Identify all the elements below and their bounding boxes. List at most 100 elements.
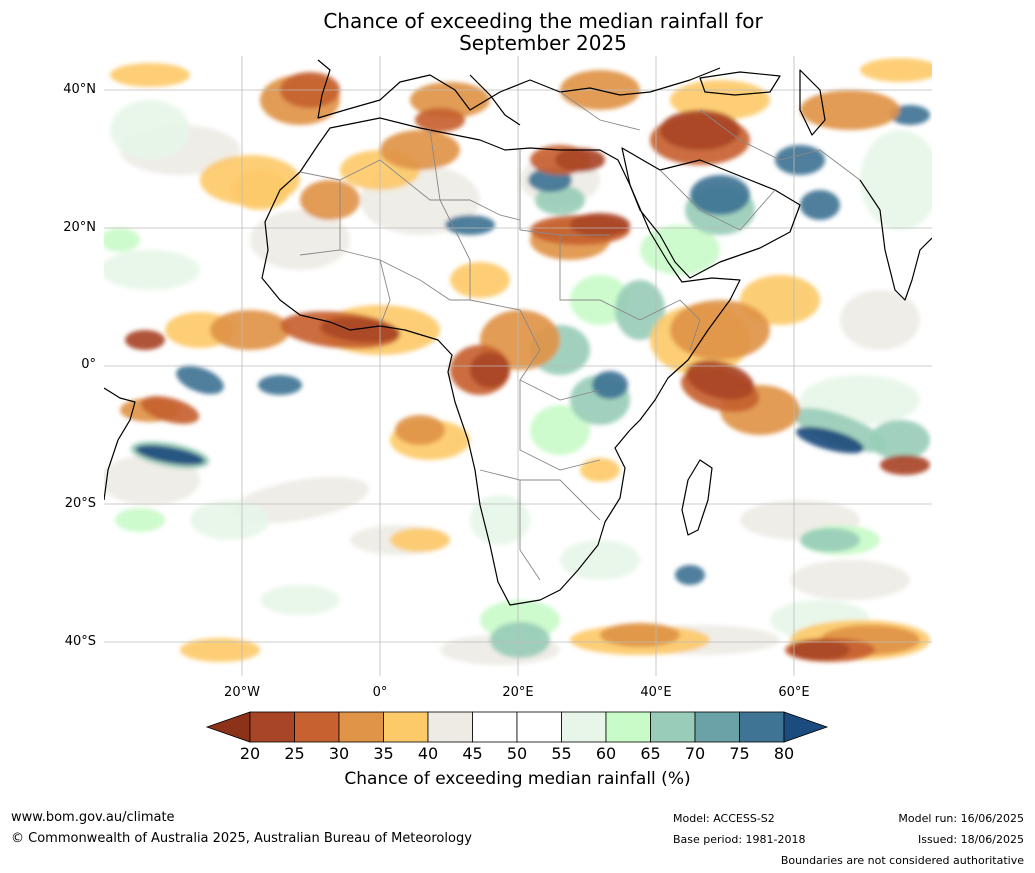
colorbar-swatch (383, 711, 429, 743)
colorbar-tick: 70 (684, 744, 706, 763)
caspian-coastline (799, 69, 826, 136)
footer-disclaimer: Boundaries are not considered authoritat… (780, 854, 1024, 867)
lat-label-40n: 40°N (63, 82, 96, 97)
south-america-coastline (104, 387, 136, 501)
lon-label-20w: 20°W (224, 685, 260, 700)
footer-base-period: Base period: 1981-2018 (673, 833, 806, 846)
rainfall-anomaly-patch (470, 352, 510, 388)
rainfall-anomaly-patch (790, 560, 910, 600)
colorbar-lower-extension (205, 711, 251, 743)
rainfall-anomaly-patch (390, 528, 450, 552)
rainfall-anomaly-patch (180, 638, 260, 662)
rainfall-anomaly-patch (530, 405, 590, 455)
rainfall-anomaly-patch (560, 540, 640, 580)
colorbar-tick: 60 (595, 744, 617, 763)
rainfall-anomaly-patch (110, 63, 190, 87)
title-line-2: September 2025 (459, 31, 627, 55)
rainfall-anomaly-patch (190, 500, 270, 540)
arabia-coastline (621, 147, 801, 279)
rainfall-anomaly-patch (870, 420, 930, 460)
colorbar-swatch (605, 711, 651, 743)
rainfall-anomaly-patch (135, 445, 205, 465)
rainfall-anomaly-patch (470, 495, 530, 545)
rainfall-anomaly-patch (685, 360, 755, 400)
rainfall-anomaly-patch (445, 215, 495, 235)
rainfall-anomaly-patch (250, 210, 350, 270)
title-line-1: Chance of exceeding the median rainfall … (323, 9, 763, 33)
colorbar-tick: 55 (551, 744, 572, 763)
rainfall-anomaly-patch (176, 365, 224, 395)
colorbar-swatch (427, 711, 473, 743)
colorbar-tick: 20 (239, 744, 261, 763)
rainfall-anomaly-patch (592, 371, 628, 399)
madagascar-coastline (681, 459, 713, 536)
colorbar-tick: 35 (373, 744, 394, 763)
coastlines (104, 59, 932, 606)
africa-coastline (261, 117, 741, 606)
rainfall-anomaly-patch (415, 108, 465, 132)
lat-label-0: 0° (81, 357, 96, 372)
footer-issued: Issued: 18/06/2025 (917, 833, 1024, 846)
graticule (104, 56, 932, 676)
footer-model-run: Model run: 16/06/2025 (898, 812, 1024, 825)
rainfall-anomaly-patch (860, 130, 932, 230)
colorbar-title: Chance of exceeding median rainfall (%) (344, 769, 691, 789)
rainfall-anomaly-patch (790, 640, 850, 660)
lon-label-60e: 60°E (778, 685, 810, 700)
rainfall-anomaly-patch (110, 100, 190, 160)
rainfall-anomaly-patch (490, 622, 550, 658)
colorbar-tick: 75 (729, 744, 750, 763)
colorbar-upper-extension (783, 711, 829, 743)
rainfall-anomaly-patch (796, 426, 864, 454)
colorbar-tick: 80 (773, 744, 795, 763)
rainfall-anomaly-patch (140, 396, 200, 424)
rainfall-anomaly-patch (104, 228, 140, 252)
india-coastline (859, 179, 932, 301)
lat-label-20n: 20°N (63, 220, 96, 235)
lon-label-40e: 40°E (640, 685, 672, 700)
colorbar-swatch (650, 711, 696, 743)
footer-copyright: © Commonwealth of Australia 2025, Austra… (11, 831, 472, 846)
colorbar-swatch (294, 711, 340, 743)
rainfall-anomaly-patch (258, 375, 302, 395)
colorbar-swatch (338, 711, 384, 743)
rainfall-anomaly-patch (840, 290, 920, 350)
colorbar-tick: 25 (284, 744, 305, 763)
colorbar-tick: 50 (506, 744, 528, 763)
rainfall-anomaly-patch (660, 110, 740, 150)
rainfall-anomaly-patch (792, 407, 888, 453)
black-sea-coastline (699, 71, 781, 96)
rainfall-anomaly-patch (640, 225, 720, 275)
rainfall-anomaly-patch (860, 58, 932, 82)
footer-url: www.bom.gov.au/climate (11, 810, 175, 825)
country-borders (299, 91, 861, 581)
colorbar (205, 711, 829, 743)
rainfall-anomaly-patch (230, 170, 290, 210)
rainfall-anomaly-patch (670, 300, 770, 360)
colorbar-tick: 30 (328, 744, 350, 763)
europe-coastline (317, 59, 721, 119)
rainfall-anomaly-patch (450, 262, 510, 298)
rainfall-anomaly-patch (104, 250, 200, 290)
colorbar-tick: 40 (417, 744, 439, 763)
rainfall-anomaly-patch (380, 130, 460, 170)
rainfall-anomaly-patch (775, 145, 825, 175)
rainfall-anomaly-patch (800, 90, 900, 130)
colorbar-tick: 45 (462, 744, 483, 763)
colorbar-swatch (516, 711, 562, 743)
lon-label-20e: 20°E (502, 685, 534, 700)
lat-label-40s: 40°S (64, 634, 96, 649)
footer-model: Model: ACCESS-S2 (673, 812, 775, 825)
rainfall-anomaly-patch (570, 213, 630, 237)
rainfall-anomaly-patch (615, 280, 665, 340)
rainfall-anomaly-patch (535, 185, 585, 215)
colorbar-swatch (472, 711, 518, 743)
rainfall-anomaly-patch (600, 623, 680, 647)
lat-label-20s: 20°S (64, 496, 96, 511)
rainfall-anomaly-patch (115, 508, 165, 532)
colorbar-swatch (561, 711, 607, 743)
rainfall-anomaly-patch (580, 458, 620, 482)
rainfall-anomaly-patch (395, 415, 445, 445)
rainfall-anomaly-patch (800, 190, 840, 220)
